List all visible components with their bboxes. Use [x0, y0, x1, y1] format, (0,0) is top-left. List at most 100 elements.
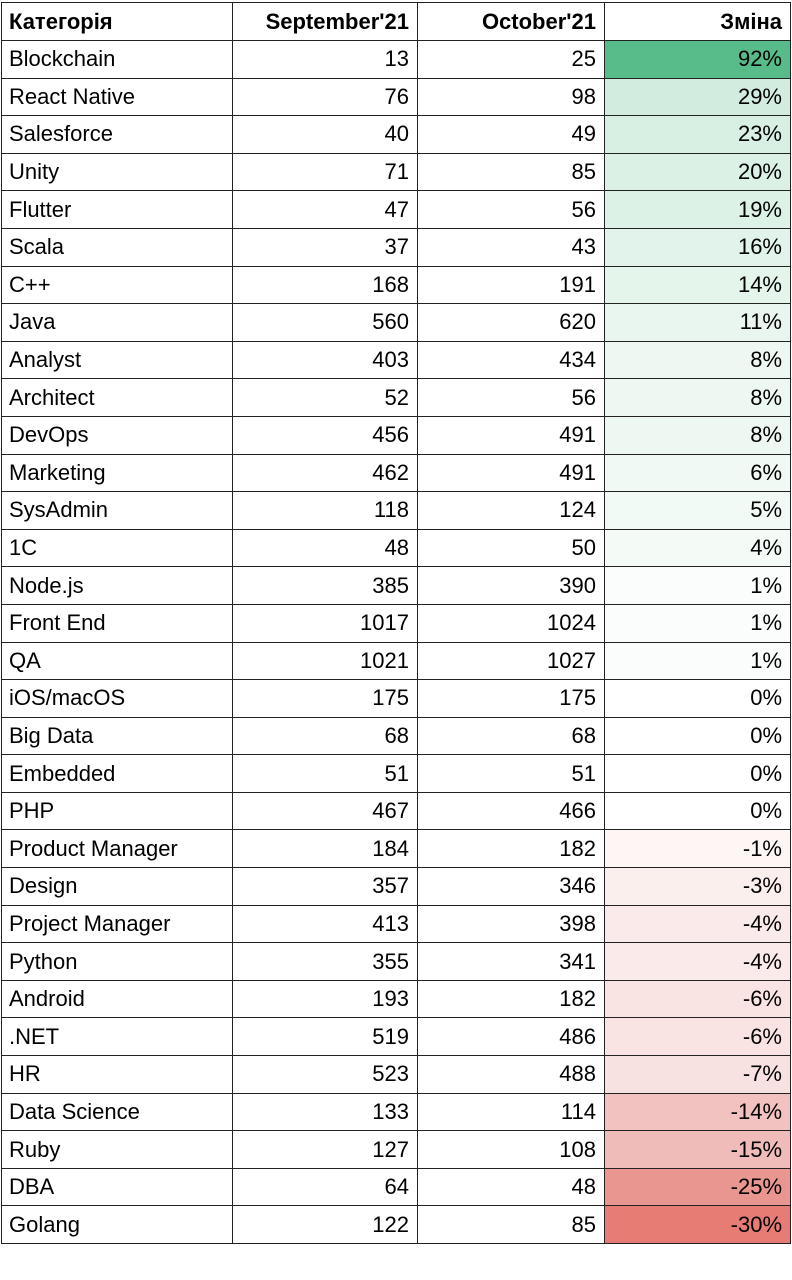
change-cell: 20% — [604, 152, 791, 192]
october-cell: 486 — [417, 1017, 605, 1057]
september-cell: 456 — [232, 415, 418, 455]
change-cell: -4% — [604, 904, 791, 944]
table-row: Node.js 385 390 1% — [1, 566, 791, 605]
change-cell: 19% — [604, 190, 791, 229]
category-cell: Front End — [1, 603, 233, 643]
september-cell: 13 — [232, 40, 418, 79]
category-cell: DBA — [1, 1167, 233, 1207]
change-cell: -15% — [604, 1130, 791, 1169]
category-cell: QA — [1, 641, 233, 681]
october-cell: 56 — [417, 190, 605, 229]
category-cell: Node.js — [1, 566, 233, 605]
category-cell: Blockchain — [1, 40, 233, 79]
september-cell: 52 — [232, 378, 418, 417]
october-cell: 346 — [417, 867, 605, 906]
change-cell: 1% — [604, 603, 791, 643]
change-cell: -6% — [604, 979, 791, 1019]
october-cell: 398 — [417, 904, 605, 944]
change-cell: 92% — [604, 40, 791, 79]
october-cell: 25 — [417, 40, 605, 79]
table-row: PHP 467 466 0% — [1, 791, 791, 831]
october-cell: 98 — [417, 77, 605, 117]
change-cell: -30% — [604, 1205, 791, 1244]
october-cell: 1027 — [417, 641, 605, 681]
table-body: Blockchain 13 25 92% React Native 76 98 29% Sale… — [1, 40, 791, 1244]
october-cell: 175 — [417, 679, 605, 718]
table-row: C++ 168 191 14% — [1, 265, 791, 305]
category-cell: Java — [1, 303, 233, 342]
category-cell: Big Data — [1, 716, 233, 756]
category-cell: PHP — [1, 791, 233, 831]
category-cell: Product Manager — [1, 829, 233, 869]
september-cell: 127 — [232, 1130, 418, 1169]
change-cell: 8% — [604, 415, 791, 455]
october-cell: 51 — [417, 754, 605, 793]
category-cell: Data Science — [1, 1092, 233, 1132]
table-row: Project Manager 413 398 -4% — [1, 904, 791, 944]
change-cell: 0% — [604, 754, 791, 793]
table-row: Design 357 346 -3% — [1, 867, 791, 906]
september-cell: 357 — [232, 867, 418, 906]
september-cell: 48 — [232, 528, 418, 568]
category-cell: Embedded — [1, 754, 233, 793]
table-row: Python 355 341 -4% — [1, 942, 791, 981]
change-cell: -6% — [604, 1017, 791, 1057]
october-cell: 434 — [417, 340, 605, 380]
september-cell: 122 — [232, 1205, 418, 1244]
change-cell: 0% — [604, 679, 791, 718]
data-table: Категорія September'21 October'21 Зміна … — [1, 2, 791, 1244]
table-row: Embedded 51 51 0% — [1, 754, 791, 793]
table-row: Flutter 47 56 19% — [1, 190, 791, 229]
september-cell: 467 — [232, 791, 418, 831]
october-cell: 108 — [417, 1130, 605, 1169]
change-cell: 11% — [604, 303, 791, 342]
table-row: Data Science 133 114 -14% — [1, 1092, 791, 1132]
october-cell: 182 — [417, 979, 605, 1019]
september-cell: 71 — [232, 152, 418, 192]
change-cell: -25% — [604, 1167, 791, 1207]
september-cell: 64 — [232, 1167, 418, 1207]
category-cell: iOS/macOS — [1, 679, 233, 718]
september-cell: 403 — [232, 340, 418, 380]
september-cell: 560 — [232, 303, 418, 342]
table-row: SysAdmin 118 124 5% — [1, 491, 791, 530]
september-cell: 47 — [232, 190, 418, 229]
header-cell: Зміна — [604, 2, 791, 41]
category-cell: Python — [1, 942, 233, 981]
table-row: .NET 519 486 -6% — [1, 1017, 791, 1057]
september-cell: 168 — [232, 265, 418, 305]
change-cell: 16% — [604, 227, 791, 267]
change-cell: 8% — [604, 340, 791, 380]
october-cell: 491 — [417, 453, 605, 493]
september-cell: 68 — [232, 716, 418, 756]
table-row: HR 523 488 -7% — [1, 1055, 791, 1094]
category-cell: 1C — [1, 528, 233, 568]
header-cell: October'21 — [417, 2, 605, 41]
change-cell: 14% — [604, 265, 791, 305]
table-row: Analyst 403 434 8% — [1, 340, 791, 380]
category-cell: Unity — [1, 152, 233, 192]
october-cell: 182 — [417, 829, 605, 869]
september-cell: 385 — [232, 566, 418, 605]
change-cell: 8% — [604, 378, 791, 417]
october-cell: 49 — [417, 115, 605, 154]
october-cell: 191 — [417, 265, 605, 305]
table-row: Big Data 68 68 0% — [1, 716, 791, 756]
category-cell: Ruby — [1, 1130, 233, 1169]
october-cell: 43 — [417, 227, 605, 267]
change-cell: 23% — [604, 115, 791, 154]
table-row: DBA 64 48 -25% — [1, 1167, 791, 1207]
september-cell: 40 — [232, 115, 418, 154]
header-cell: September'21 — [232, 2, 418, 41]
category-cell: Flutter — [1, 190, 233, 229]
october-cell: 341 — [417, 942, 605, 981]
october-cell: 85 — [417, 152, 605, 192]
table-row: iOS/macOS 175 175 0% — [1, 679, 791, 718]
category-cell: Salesforce — [1, 115, 233, 154]
table-row: React Native 76 98 29% — [1, 77, 791, 117]
september-cell: 519 — [232, 1017, 418, 1057]
table-row: Ruby 127 108 -15% — [1, 1130, 791, 1169]
table-row: Product Manager 184 182 -1% — [1, 829, 791, 869]
september-cell: 133 — [232, 1092, 418, 1132]
